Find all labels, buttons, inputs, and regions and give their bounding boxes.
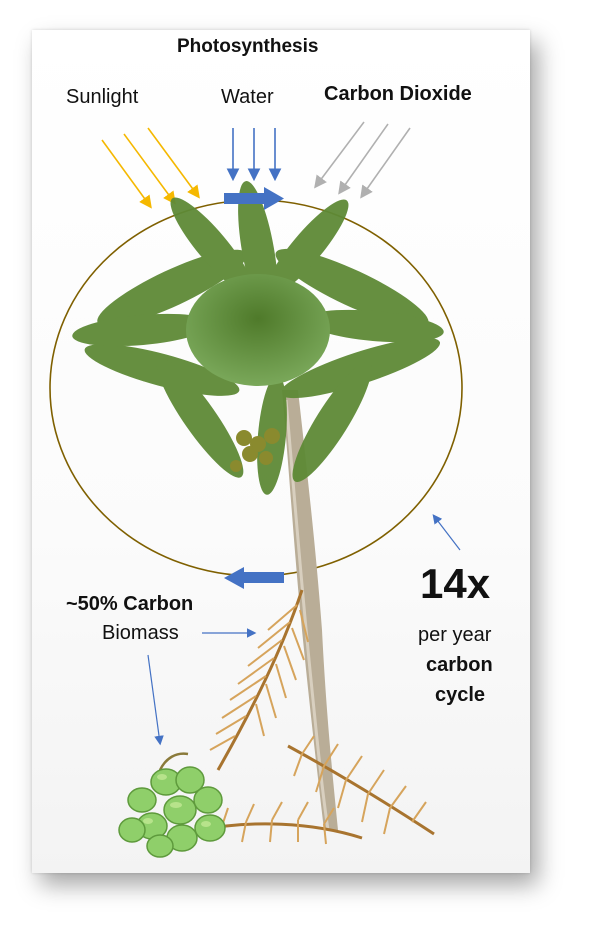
biomass-label: Biomass [102,622,179,644]
diagram-title: Photosynthesis [177,36,319,57]
water-label: Water [221,86,274,108]
water-arrows [226,128,282,182]
cycle-arrow-top [224,187,284,210]
multiplier-line-2: carbon [426,654,493,676]
diagram-card: Photosynthesis Sunlight Water Carbon Dio… [32,30,530,873]
sunlight-label: Sunlight [66,86,139,108]
coconut-palm-icon [72,181,444,495]
multiplier-line-3: cycle [435,684,486,706]
carbon-dioxide-arrows [314,121,411,199]
multiplier-line-1: per year [418,624,492,646]
carbon-share-label: ~50% Carbon [66,593,194,615]
multiplier-pointer-arrow [432,514,461,551]
coconut-pointer-arrow [147,654,164,746]
diagram-artwork [49,121,463,858]
coconut-bunch-icon [118,752,226,858]
multiplier-value: 14x [420,560,491,607]
carbon-dioxide-label: Carbon Dioxide [324,83,472,105]
sunlight-arrows [101,127,200,209]
cycle-arrow-bottom [224,567,284,589]
